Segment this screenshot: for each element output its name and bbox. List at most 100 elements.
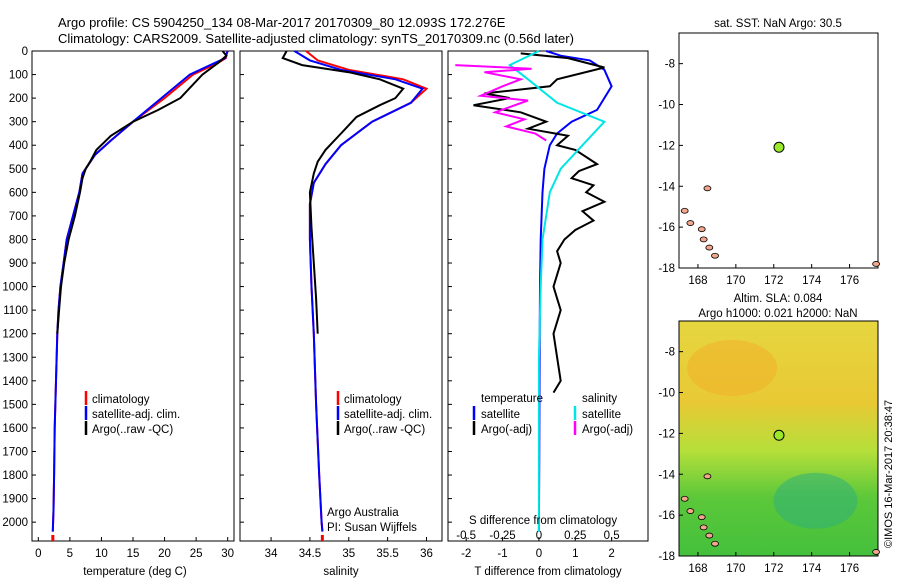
top-tick-label: 0	[536, 530, 542, 542]
y-tick-label: -12	[658, 140, 675, 152]
imos-timestamp: ©IMOS 16-Mar-2017 20:38:47	[883, 400, 895, 548]
difference-plot: -2 -1 0 1 2 -0.5 -0.25 0 0.25 0.5	[448, 50, 620, 560]
legend-label-s-satellite: satellite	[582, 409, 621, 421]
sla-map-title-2: Argo h1000: 0.021 h2000: NaN	[698, 308, 857, 320]
argo-location-marker	[773, 141, 785, 153]
top-tick-label: -0.5	[456, 530, 476, 542]
legend-label-climatology: climatology	[92, 394, 150, 406]
top-tick-label: 0.25	[564, 530, 586, 542]
legend-label-argo: Argo(..raw -QC)	[344, 424, 425, 436]
x-tick-label: 34.5	[299, 548, 321, 560]
series-line	[281, 50, 405, 334]
y-tick-label: -18	[658, 551, 675, 563]
legend-label-satellite: satellite-adj. clim.	[344, 409, 432, 421]
x-tick-label: 30	[221, 548, 234, 560]
y-tick-label: 0	[22, 46, 28, 58]
header-line1: Argo profile: CS 5904250_134 08-Mar-2017…	[58, 15, 506, 30]
sla-high-patch	[687, 340, 778, 396]
island-shape	[711, 540, 719, 547]
series-line	[56, 50, 228, 334]
sla-map-frame	[678, 320, 879, 557]
legend-label-argo: Argo(..raw -QC)	[92, 424, 173, 436]
y-tick-label: -10	[658, 100, 675, 112]
argo-location-marker	[773, 429, 785, 441]
top-tick-label: -0.25	[489, 530, 515, 542]
x-tick-label: 168	[688, 275, 707, 287]
top-tick-label: 0.5	[604, 530, 620, 542]
series-line	[293, 50, 425, 532]
x-tick-label: 1	[572, 548, 578, 560]
y-tick-label: -12	[658, 428, 675, 440]
x-tick-label: 170	[726, 563, 745, 575]
y-tick-label: 300	[9, 117, 28, 129]
x-tick-label: 35.5	[376, 548, 398, 560]
island-shape	[703, 185, 712, 192]
island-shape	[703, 473, 712, 480]
y-tick-label: -14	[658, 181, 675, 193]
x-tick-label: 174	[802, 563, 822, 575]
difference-legend: temperature salinity satellite Argo(-adj…	[469, 393, 633, 527]
island-shape	[686, 220, 695, 226]
island-shape	[680, 495, 689, 502]
difference-panel-frame	[447, 50, 649, 542]
island-shape	[686, 508, 695, 514]
temperature-legend: climatology satellite-adj. clim. Argo(..…	[84, 391, 180, 436]
series-line	[455, 64, 547, 142]
island-shape	[697, 514, 706, 521]
y-tick-label: 800	[9, 234, 28, 246]
x-tick-label: 20	[158, 548, 171, 560]
legend-label-climatology: climatology	[344, 394, 402, 406]
x-tick-label: 170	[726, 275, 745, 287]
sla-low-patch	[773, 472, 858, 529]
island-shape	[680, 207, 689, 214]
y-tick-label: 1000	[2, 282, 28, 294]
y-tick-label: -16	[658, 222, 675, 234]
x-tick-label: 174	[802, 275, 822, 287]
y-tick-label: 200	[9, 93, 28, 105]
series-line	[507, 50, 607, 532]
header-line2: Climatology: CARS2009. Satellite-adjuste…	[58, 31, 574, 46]
y-tick-label: 600	[9, 187, 28, 199]
y-tick-label: 900	[9, 258, 28, 270]
series-line	[473, 52, 607, 394]
sst-map-title: sat. SST: NaN Argo: 30.5	[714, 18, 842, 30]
y-tick-label: 1300	[2, 352, 28, 364]
island-shape	[697, 226, 706, 233]
pi-label: PI: Susan Wijffels	[327, 522, 417, 534]
y-tick-label: -14	[658, 469, 675, 481]
island-shape	[711, 252, 719, 259]
island-shape	[699, 524, 708, 531]
y-tick-label: 1200	[2, 329, 28, 341]
x-tick-label: 2	[608, 548, 614, 560]
x-tick-label: 172	[764, 563, 783, 575]
y-tick-label: -8	[665, 347, 675, 359]
y-tick-label: 1800	[2, 470, 28, 482]
island-shape	[872, 261, 881, 267]
legend-title-temperature: temperature	[481, 393, 543, 405]
x-tick-label: -1	[497, 548, 507, 560]
y-tick-label: 1100	[3, 305, 28, 317]
island-shape	[705, 244, 714, 251]
y-tick-label: 700	[9, 211, 28, 223]
series-line	[305, 50, 429, 532]
x-tick-label: 34	[265, 548, 278, 560]
y-tick-label: 400	[9, 140, 28, 152]
y-tick-label: -18	[658, 263, 675, 275]
temperature-panel-frame	[31, 50, 235, 542]
sst-map: 168 170 172 174 176 -8 -10 -12 -14 -16 -18	[658, 59, 881, 287]
t-difference-x-label: T difference from climatology	[474, 566, 621, 578]
island-shape	[705, 532, 714, 539]
y-tick-label: 1600	[2, 423, 28, 435]
x-tick-label: 5	[67, 548, 73, 560]
y-tick-label: 500	[9, 164, 28, 176]
temperature-x-label: temperature (deg C)	[83, 566, 187, 578]
x-tick-label: 172	[764, 275, 783, 287]
y-tick-label: 100	[9, 70, 28, 82]
salinity-panel-frame	[239, 50, 443, 542]
x-tick-label: 36	[420, 548, 433, 560]
island-shape	[699, 236, 708, 243]
legend-label-t-satellite: satellite	[481, 409, 520, 421]
x-tick-label: 0	[35, 548, 41, 560]
x-tick-label: 176	[840, 275, 859, 287]
